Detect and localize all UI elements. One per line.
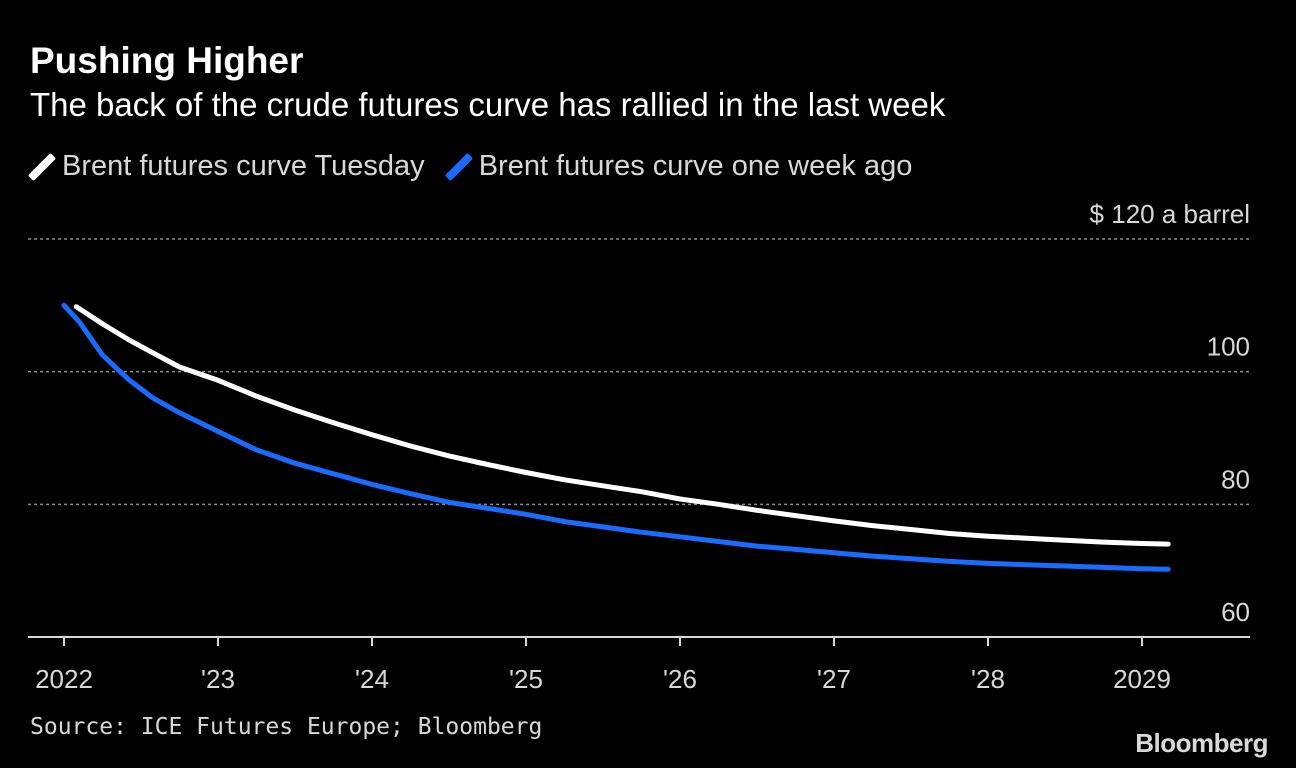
line-chart: 60 80 100 $ 120 a barrel 2022 '23 '24 '25 '26 '27… bbox=[28, 199, 1250, 694]
y-tick-label-120: $ 120 a barrel bbox=[1090, 199, 1250, 229]
legend-label-week-ago: Brent futures curve one week ago bbox=[478, 150, 913, 182]
x-tick-label-7: 2029 bbox=[1113, 664, 1171, 694]
chart-title: Pushing Higher bbox=[30, 40, 304, 81]
legend-label-tuesday: Brent futures curve Tuesday bbox=[62, 150, 425, 182]
y-tick-label-60: 60 bbox=[1221, 597, 1250, 627]
source-note: Source: ICE Futures Europe; Bloomberg bbox=[30, 714, 543, 740]
x-tick-label-5: '27 bbox=[817, 664, 851, 694]
x-tick-label-6: '28 bbox=[971, 664, 1005, 694]
legend-item-week-ago: Brent futures curve one week ago bbox=[444, 150, 913, 183]
bloomberg-logo: Bloomberg bbox=[1135, 728, 1268, 758]
x-tick-label-2: '24 bbox=[355, 664, 389, 694]
x-tick-label-3: '25 bbox=[509, 664, 543, 694]
chart-subtitle: The back of the crude futures curve has … bbox=[30, 86, 946, 123]
y-tick-label-80: 80 bbox=[1221, 464, 1250, 494]
x-tick-label-0: 2022 bbox=[35, 664, 93, 694]
series-line-tuesday bbox=[73, 304, 1171, 547]
legend: Brent futures curve Tuesday Brent future… bbox=[27, 150, 934, 183]
y-tick-label-100: 100 bbox=[1207, 332, 1250, 362]
x-tick-label-4: '26 bbox=[663, 664, 697, 694]
legend-item-tuesday: Brent futures curve Tuesday bbox=[27, 150, 425, 183]
x-tick-label-1: '23 bbox=[201, 664, 235, 694]
series-line-week-ago bbox=[61, 302, 1171, 572]
